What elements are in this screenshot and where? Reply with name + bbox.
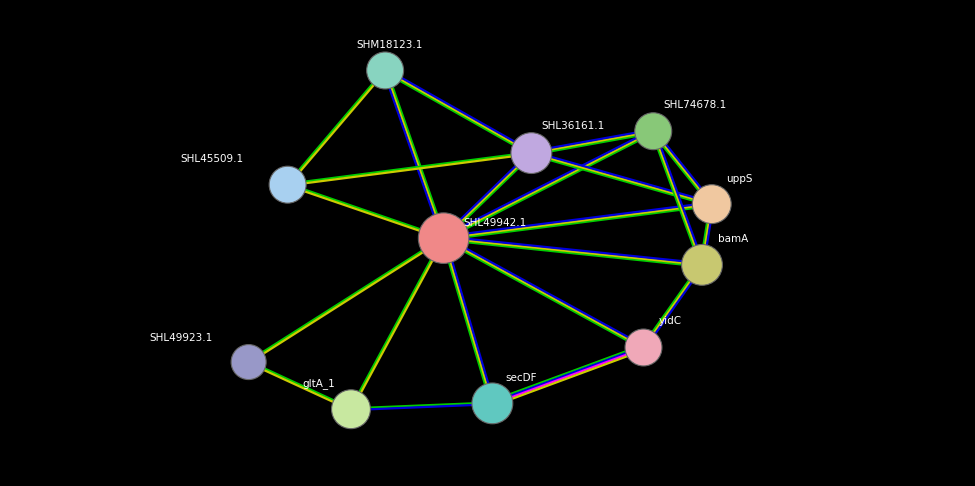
Ellipse shape (511, 133, 552, 174)
Ellipse shape (692, 185, 731, 224)
Text: SHL45509.1: SHL45509.1 (180, 154, 244, 164)
Text: secDF: secDF (505, 373, 536, 383)
Ellipse shape (418, 213, 469, 263)
Ellipse shape (367, 52, 404, 89)
Text: yidC: yidC (659, 315, 682, 326)
Text: SHM18123.1: SHM18123.1 (357, 39, 423, 50)
Text: uppS: uppS (726, 174, 753, 184)
Ellipse shape (231, 345, 266, 380)
Ellipse shape (635, 113, 672, 150)
Ellipse shape (332, 390, 370, 429)
Text: SHL49942.1: SHL49942.1 (463, 218, 526, 228)
Text: SHL49923.1: SHL49923.1 (149, 332, 213, 343)
Text: SHL74678.1: SHL74678.1 (663, 100, 726, 110)
Text: gltA_1: gltA_1 (302, 378, 335, 389)
Text: bamA: bamA (718, 234, 748, 244)
Ellipse shape (682, 244, 722, 285)
Ellipse shape (472, 383, 513, 424)
Text: SHL36161.1: SHL36161.1 (541, 121, 604, 131)
Ellipse shape (269, 166, 306, 203)
Ellipse shape (625, 329, 662, 366)
